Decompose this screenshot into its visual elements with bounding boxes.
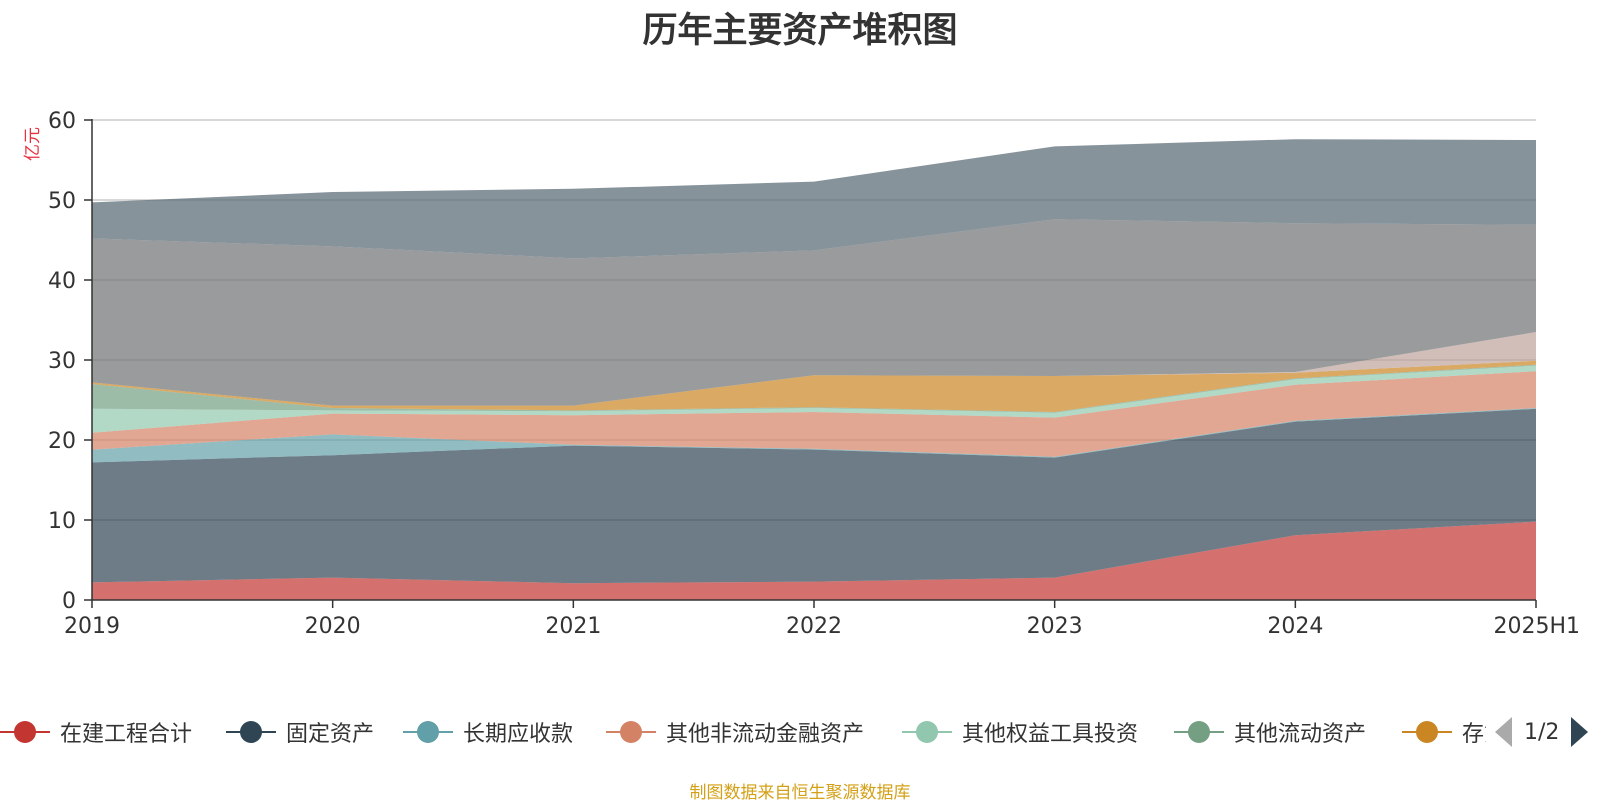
legend-label: 长期应收款 <box>463 722 574 747</box>
area-series-6 <box>92 360 1536 412</box>
stacked-area-chart: 0 10 20 30 40 50 60 2019 2020 2021 2022 2023 2024 202… <box>23 109 1580 639</box>
area-series <box>92 139 1536 600</box>
source-footnote: 制图数据来自恒生聚源数据库 <box>689 783 911 803</box>
legend: 在建工程合计 固定资产 长期应收款 其他非流动金融资产 其他权益工具投资 其他流动资产 存货 <box>0 712 1600 752</box>
area-series-1 <box>92 408 1536 584</box>
area-series-2 <box>92 408 1536 463</box>
area-series-0 <box>92 521 1536 600</box>
legend-pager: 1/2 <box>1495 712 1589 752</box>
legend-item[interactable]: 在建工程合计 <box>0 712 192 752</box>
legend-marker-icon <box>226 717 276 747</box>
area-series-9 <box>92 139 1536 259</box>
legend-label: 在建工程合计 <box>60 722 193 747</box>
y-tick-label: 20 <box>48 429 76 454</box>
legend-marker-icon <box>1402 717 1452 747</box>
legend-marker-icon <box>0 717 50 747</box>
legend-page-indicator: 1/2 <box>1524 719 1560 745</box>
x-tick-label: 2025H1 <box>1493 614 1580 639</box>
legend-label: 其他非流动金融资产 <box>666 722 865 747</box>
y-tick-label: 60 <box>48 109 76 134</box>
y-tick-label: 50 <box>48 189 76 214</box>
y-tick-label: 10 <box>48 509 76 534</box>
legend-item[interactable]: 长期应收款 <box>403 712 573 752</box>
area-series-3 <box>92 371 1536 457</box>
x-tick-label: 2020 <box>305 614 361 639</box>
x-tick-label: 2023 <box>1027 614 1083 639</box>
legend-marker-icon <box>902 717 952 747</box>
x-tick-label: 2022 <box>786 614 842 639</box>
legend-item[interactable]: 其他权益工具投资 <box>902 712 1138 752</box>
legend-item[interactable]: 固定资产 <box>226 712 374 752</box>
legend-item[interactable]: 其他非流动金融资产 <box>606 712 864 752</box>
x-tick-label: 2024 <box>1267 614 1323 639</box>
legend-prev-page-arrow-icon[interactable] <box>1495 717 1512 747</box>
chart-title: 历年主要资产堆积图 <box>642 11 958 51</box>
axes: 0 10 20 30 40 50 60 2019 2020 2021 2022 2023 2024 202… <box>48 109 1580 639</box>
y-tick-label: 40 <box>48 269 76 294</box>
legend-label: 固定资产 <box>286 722 375 747</box>
x-tick-label: 2021 <box>545 614 601 639</box>
y-tick-label: 0 <box>62 589 76 614</box>
legend-label: 其他流动资产 <box>1234 722 1367 747</box>
legend-item[interactable]: 其他流动资产 <box>1174 712 1366 752</box>
legend-marker-icon <box>606 717 656 747</box>
y-axis-unit-label: 亿元 <box>23 127 43 161</box>
y-tick-label: 30 <box>48 349 76 374</box>
legend-label: 其他权益工具投资 <box>962 722 1139 747</box>
legend-marker-icon <box>1174 717 1224 747</box>
area-series-5 <box>92 364 1536 413</box>
area-series-8 <box>92 219 1536 406</box>
legend-marker-icon <box>403 717 453 747</box>
legend-label: 存货 <box>1462 722 1486 747</box>
legend-item[interactable]: 存货 <box>1402 712 1486 752</box>
legend-next-page-arrow-icon[interactable] <box>1571 717 1589 747</box>
x-tick-label: 2019 <box>64 614 120 639</box>
